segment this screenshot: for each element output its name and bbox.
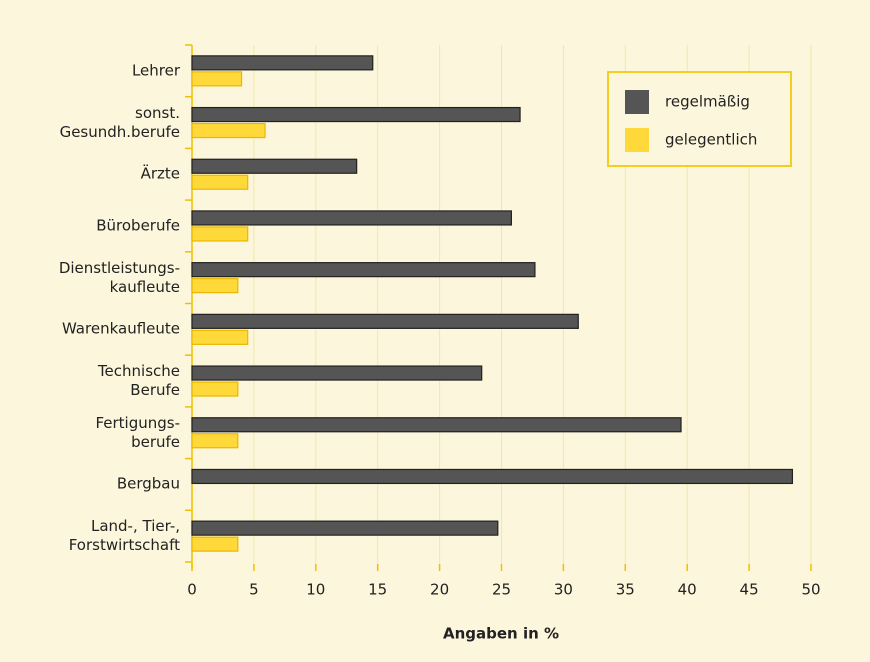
bar [191,174,249,190]
bar [191,278,239,294]
x-tick-label: 5 [249,581,259,599]
bar [191,262,536,278]
bar [191,226,249,242]
x-tick-label: 25 [492,581,511,599]
legend-label: regelmäßig [665,93,750,111]
bar [191,55,374,71]
category-labels: Lehrer sonst. Gesundh.berufe Ärzte Büroberu… [0,0,180,662]
bar [191,210,513,226]
bar [191,381,239,397]
x-tick-label: 10 [306,581,325,599]
y-tick-label: Bergbau [116,474,180,493]
bar [191,520,499,536]
bar [191,417,682,433]
x-tick-label: 35 [616,581,635,599]
x-tick-label: 30 [554,581,573,599]
y-tick-label: Technische Berufe [97,362,180,400]
legend-label: gelegentlich [665,131,757,149]
y-tick-label: Dienstleistungs- kaufleute [58,258,180,296]
x-tick-label: 40 [678,581,697,599]
bar [191,365,483,381]
bar [191,468,794,485]
bar [191,433,239,449]
x-axis-label: Angaben in % [443,625,559,643]
y-tick-label: Lehrer [131,61,180,80]
bar [191,106,521,123]
y-tick-label: Land-, Tier-, Forstwirtschaft [68,517,180,555]
y-tick-label: Fertigungs- berufe [95,413,180,451]
y-tick-label: Büroberufe [96,216,180,235]
y-tick-label: Ärzte [140,164,180,183]
x-tick-label: 45 [740,581,759,599]
legend-swatch [625,90,649,114]
bar [191,71,243,87]
bar [191,122,266,139]
x-tick-label: 50 [801,581,820,599]
y-tick-label: Warenkaufleute [61,319,180,338]
legend-swatch [625,128,649,152]
bar [191,313,579,329]
x-tick-label: 15 [368,581,387,599]
bar [191,329,249,345]
y-tick-label: sonst. Gesundh.berufe [59,103,180,141]
bar [191,536,239,552]
x-tick-label: 20 [430,581,449,599]
x-tick-label: 0 [187,581,197,599]
bar [191,158,358,174]
